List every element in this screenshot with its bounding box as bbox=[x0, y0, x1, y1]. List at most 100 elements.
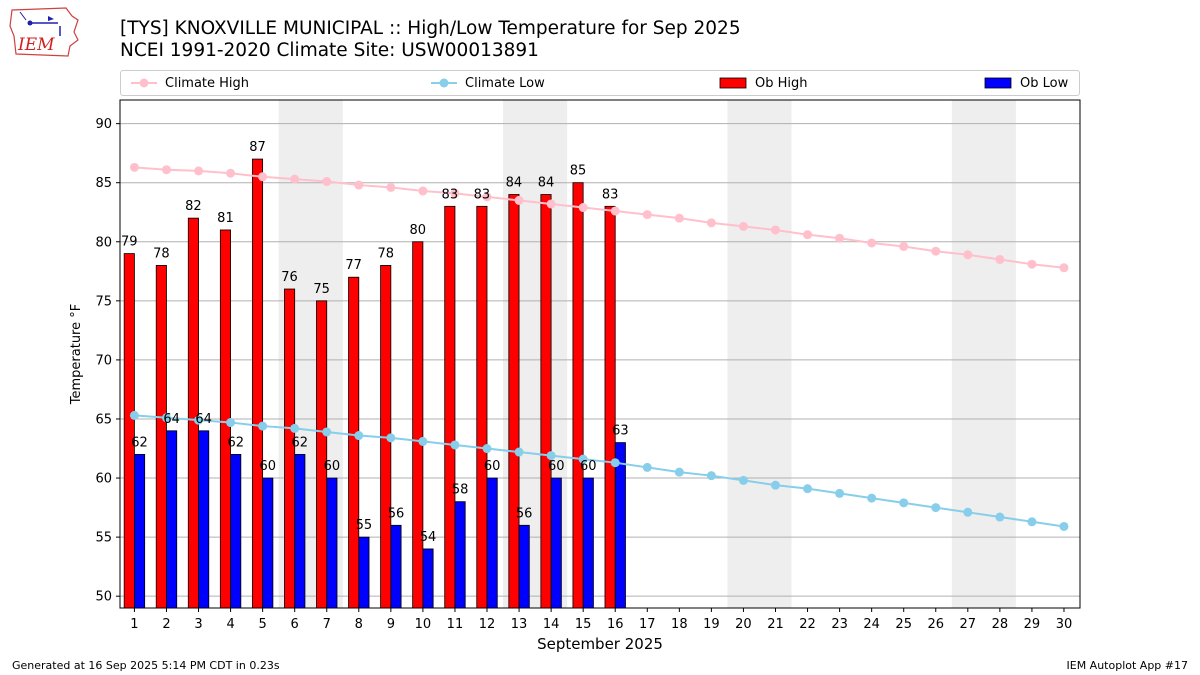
x-tick-label: 5 bbox=[258, 617, 266, 632]
ob-low-bar bbox=[582, 477, 594, 609]
ob-high-bar bbox=[476, 205, 488, 609]
ob-high-swatch bbox=[719, 77, 747, 89]
app-note: IEM Autoplot App #17 bbox=[1066, 659, 1189, 672]
climate-low-point bbox=[995, 512, 1005, 522]
ob-low-value: 60 bbox=[580, 459, 597, 474]
y-tick-label: 90 bbox=[95, 117, 112, 132]
legend-climate-low-label: Climate Low bbox=[465, 75, 545, 91]
climate-lines bbox=[129, 162, 1069, 531]
x-tick-label: 22 bbox=[799, 617, 816, 632]
x-tick-label: 4 bbox=[226, 617, 234, 632]
x-tick-label: 23 bbox=[831, 617, 848, 632]
ob-high-value: 83 bbox=[442, 187, 459, 202]
x-tick-label: 1 bbox=[130, 617, 138, 632]
climate-low-point bbox=[963, 507, 973, 517]
climate-high-point bbox=[867, 238, 877, 248]
x-tick-label: 25 bbox=[895, 617, 912, 632]
climate-low-line bbox=[134, 414, 1065, 528]
climate-high-point bbox=[1027, 259, 1037, 269]
climate-high-point bbox=[706, 218, 716, 228]
x-tick-label: 15 bbox=[575, 617, 592, 632]
climate-high-point bbox=[1059, 263, 1069, 273]
ob-high-bar bbox=[155, 264, 167, 609]
x-tick-label: 10 bbox=[415, 617, 432, 632]
legend-ob-high-label: Ob High bbox=[755, 75, 808, 91]
weekend-band bbox=[727, 100, 792, 608]
climate-low-point bbox=[161, 413, 171, 423]
climate-low-point bbox=[642, 462, 652, 472]
legend-ob-low: Ob Low bbox=[984, 71, 1068, 95]
climate-low-point bbox=[514, 447, 524, 457]
x-tick-label: 9 bbox=[387, 617, 395, 632]
y-tick-label: 65 bbox=[95, 412, 112, 427]
climate-low-point bbox=[546, 451, 556, 461]
ob-low-bar bbox=[198, 430, 210, 609]
x-tick-label: 13 bbox=[511, 617, 528, 632]
x-tick-label: 29 bbox=[1024, 617, 1041, 632]
iem-state-map-icon: IEM bbox=[9, 7, 79, 57]
y-tick-label: 80 bbox=[95, 235, 112, 250]
ob-low-bar bbox=[390, 524, 402, 609]
climate-high-point bbox=[835, 233, 845, 243]
ob-low-bar bbox=[550, 477, 562, 609]
climate-low-point bbox=[674, 467, 684, 477]
ob-high-bar bbox=[604, 205, 616, 609]
ob-high-value: 81 bbox=[217, 211, 234, 226]
climate-low-point bbox=[803, 484, 813, 494]
climate-high-point bbox=[546, 199, 556, 209]
climate-low-point bbox=[835, 488, 845, 498]
climate-high-point bbox=[450, 188, 460, 198]
climate-low-line-swatch bbox=[431, 78, 457, 88]
ob-low-value: 62 bbox=[131, 435, 148, 450]
climate-low-point bbox=[354, 431, 364, 441]
ob-low-bar bbox=[518, 524, 530, 609]
climate-low-point bbox=[738, 475, 748, 485]
ob-low-bar bbox=[294, 454, 306, 609]
y-tick-label: 75 bbox=[95, 294, 112, 309]
ob-high-bar bbox=[540, 194, 552, 609]
y-tick-label: 60 bbox=[95, 472, 112, 487]
ob-low-bar bbox=[358, 536, 370, 609]
climate-high-point bbox=[226, 168, 236, 178]
ob-low-value: 63 bbox=[612, 424, 629, 439]
legend-climate-high-label: Climate High bbox=[165, 75, 250, 91]
ob-high-value: 84 bbox=[506, 176, 523, 191]
climate-high-point bbox=[194, 166, 204, 176]
ob-high-bar bbox=[444, 205, 456, 609]
ob-low-bar bbox=[614, 442, 626, 609]
x-tick-label: 18 bbox=[671, 617, 688, 632]
ob-low-value: 64 bbox=[163, 412, 180, 427]
climate-high-point bbox=[899, 241, 909, 251]
x-tick-label: 11 bbox=[447, 617, 464, 632]
weekend-band bbox=[951, 100, 1016, 608]
x-tick-label: 24 bbox=[863, 617, 880, 632]
y-tick-label: 70 bbox=[95, 353, 112, 368]
climate-low-point bbox=[290, 423, 300, 433]
ob-low-value: 60 bbox=[484, 459, 501, 474]
x-tick-label: 17 bbox=[639, 617, 656, 632]
ob-high-bar bbox=[123, 253, 135, 609]
x-tick-label: 28 bbox=[992, 617, 1009, 632]
y-tick-label: 85 bbox=[95, 176, 112, 191]
climate-high-point bbox=[963, 250, 973, 260]
iem-logo: IEM bbox=[8, 6, 80, 58]
ob-low-bar bbox=[134, 454, 146, 609]
legend: Climate High Climate Low Ob High Ob Low bbox=[120, 70, 1080, 96]
plot-frame bbox=[119, 99, 1081, 609]
ob-high-value: 84 bbox=[538, 176, 555, 191]
climate-high-point bbox=[514, 195, 524, 205]
legend-ob-low-label: Ob Low bbox=[1020, 75, 1069, 91]
ob-high-value: 77 bbox=[345, 258, 362, 273]
generated-note: Generated at 16 Sep 2025 5:14 PM CDT in … bbox=[12, 659, 280, 672]
climate-low-point bbox=[258, 421, 268, 431]
x-tick-label: 12 bbox=[479, 617, 496, 632]
climate-low-point bbox=[322, 427, 332, 437]
ob-high-value: 87 bbox=[249, 140, 266, 155]
legend-climate-low: Climate Low bbox=[431, 71, 545, 95]
ob-low-bar bbox=[166, 430, 178, 609]
x-tick-label: 20 bbox=[735, 617, 752, 632]
x-tick-label: 7 bbox=[323, 617, 331, 632]
climate-low-point bbox=[706, 471, 716, 481]
climate-low-point bbox=[931, 503, 941, 513]
